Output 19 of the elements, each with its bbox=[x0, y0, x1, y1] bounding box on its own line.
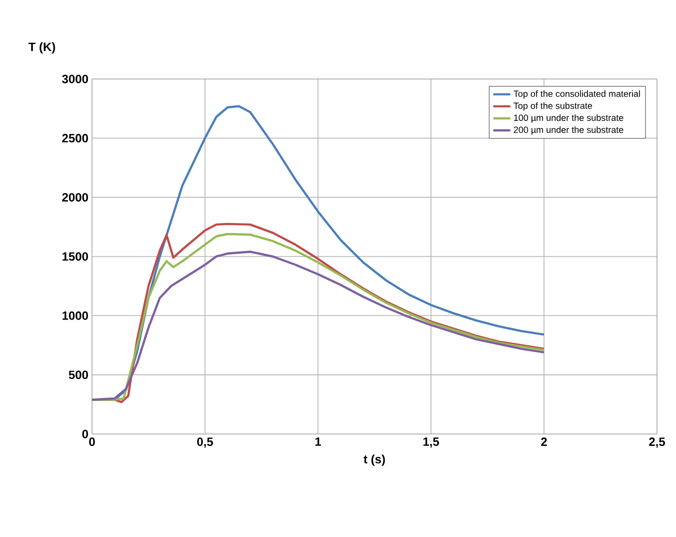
y-tick-label: 3000 bbox=[62, 74, 88, 84]
legend-label: 100 µm under the substrate bbox=[514, 114, 624, 123]
y-tick-label: 1500 bbox=[62, 252, 88, 261]
x-tick-label: 2,5 bbox=[649, 438, 666, 448]
y-axis-title: T (K) bbox=[28, 42, 56, 54]
y-tick-label: 0 bbox=[82, 430, 88, 438]
legend-label: 200 µm under the substrate bbox=[514, 126, 624, 135]
y-tick-label: 1000 bbox=[62, 311, 88, 320]
legend-label: Top of the substrate bbox=[514, 102, 592, 111]
x-tick-label: 2 bbox=[541, 438, 547, 446]
legend-label: Top of the consolidated material bbox=[514, 90, 640, 99]
x-tick-label: 1 bbox=[315, 438, 322, 446]
y-tick-label: 2500 bbox=[62, 134, 88, 142]
x-tick-label: 0,5 bbox=[197, 438, 214, 448]
x-tick-label: 0 bbox=[89, 438, 95, 446]
y-tick-label: 2000 bbox=[62, 193, 88, 202]
y-tick-label: 500 bbox=[68, 370, 88, 380]
x-tick-label: 1,5 bbox=[423, 438, 440, 448]
x-axis-title: t (s) bbox=[364, 454, 385, 466]
